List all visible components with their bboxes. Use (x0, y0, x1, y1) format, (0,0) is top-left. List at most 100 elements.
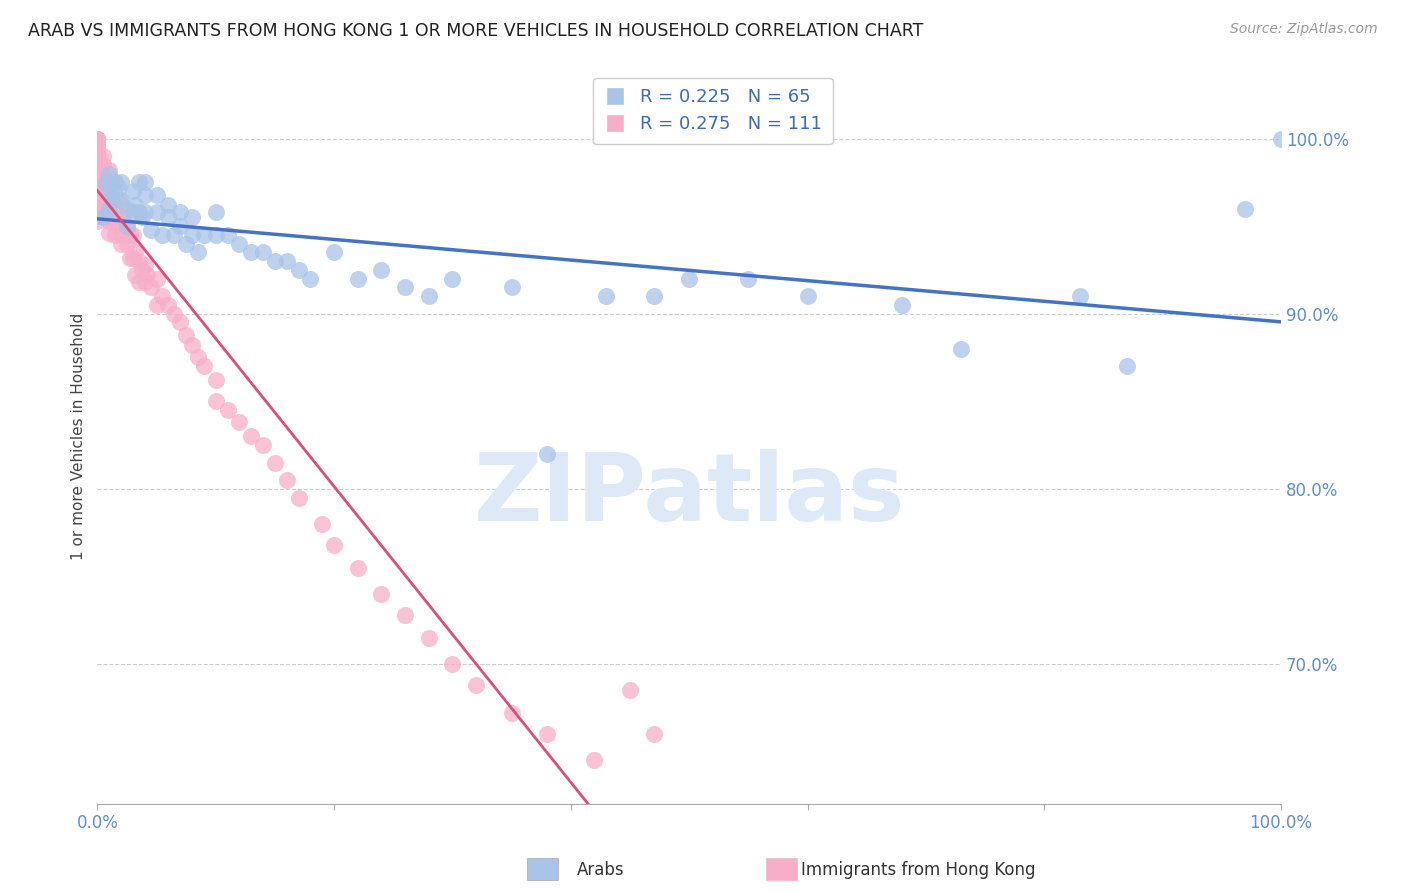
Point (157, 298, 180, 312)
Point (86, 131, 108, 145)
Point (163, 227, 186, 242)
Point (86, 196, 108, 211)
Point (465, 678, 488, 692)
Point (204, 227, 226, 242)
Point (86, 135, 108, 149)
Point (174, 327, 197, 342)
Point (204, 373, 226, 387)
Point (94, 175, 117, 189)
Point (107, 219, 129, 233)
Point (678, 271, 700, 285)
Point (217, 227, 239, 242)
Point (134, 175, 156, 189)
Point (169, 219, 191, 233)
Point (181, 211, 204, 225)
Point (124, 198, 146, 212)
Point (86, 144, 108, 158)
Point (217, 403, 239, 417)
Point (501, 280, 523, 294)
Y-axis label: 1 or more Vehicles in Household: 1 or more Vehicles in Household (72, 312, 86, 560)
Point (94, 175, 117, 189)
Point (98, 187, 121, 202)
Point (276, 254, 298, 268)
Point (121, 251, 143, 265)
Point (98, 226, 121, 240)
Point (536, 727, 558, 741)
Point (370, 263, 392, 277)
Point (100, 193, 122, 207)
Point (104, 187, 127, 202)
Point (100, 175, 122, 189)
Point (115, 219, 138, 233)
Point (86, 131, 108, 145)
Point (128, 175, 150, 189)
Point (98, 214, 121, 228)
Point (145, 271, 167, 285)
Point (100, 211, 122, 225)
Point (86, 145, 108, 160)
Point (128, 275, 150, 289)
Point (98, 175, 121, 189)
Point (86, 163, 108, 178)
Point (418, 289, 440, 303)
Point (86, 131, 108, 145)
Point (1116, 359, 1139, 374)
Point (311, 516, 333, 531)
Point (418, 631, 440, 645)
Point (643, 289, 665, 303)
Point (124, 268, 146, 282)
Point (163, 307, 186, 321)
Point (115, 236, 138, 251)
Point (796, 289, 818, 303)
Point (441, 657, 464, 671)
Point (98, 163, 121, 178)
Point (145, 187, 167, 202)
Point (252, 438, 274, 452)
Point (323, 538, 346, 552)
Point (193, 227, 215, 242)
Point (139, 280, 162, 294)
Point (115, 202, 138, 216)
Point (187, 245, 209, 260)
Point (86, 187, 108, 202)
Point (131, 211, 153, 225)
Point (152, 289, 174, 303)
Point (536, 447, 558, 461)
Point (643, 727, 665, 741)
Point (891, 298, 914, 312)
Point (94, 202, 117, 216)
Point (252, 245, 274, 260)
Point (86, 149, 108, 163)
Point (169, 205, 191, 219)
Point (145, 298, 167, 312)
Point (86, 154, 108, 169)
Point (394, 280, 416, 294)
Point (157, 211, 180, 225)
Point (228, 415, 250, 429)
Point (104, 175, 127, 189)
Point (107, 180, 129, 194)
Point (128, 205, 150, 219)
Point (86, 131, 108, 145)
Point (240, 245, 263, 260)
Point (115, 219, 138, 233)
Point (136, 268, 159, 282)
Point (98, 202, 121, 216)
Point (441, 271, 464, 285)
Point (174, 236, 197, 251)
Point (121, 184, 143, 198)
Point (98, 167, 121, 181)
Point (86, 131, 108, 145)
Point (128, 254, 150, 268)
Point (91, 184, 114, 198)
Point (86, 131, 108, 145)
Point (1270, 131, 1292, 145)
Point (94, 187, 117, 202)
Point (86, 153, 108, 167)
Point (323, 245, 346, 260)
Point (145, 205, 167, 219)
Point (346, 271, 368, 285)
Point (583, 753, 606, 767)
Point (91, 211, 114, 225)
Point (91, 175, 114, 189)
